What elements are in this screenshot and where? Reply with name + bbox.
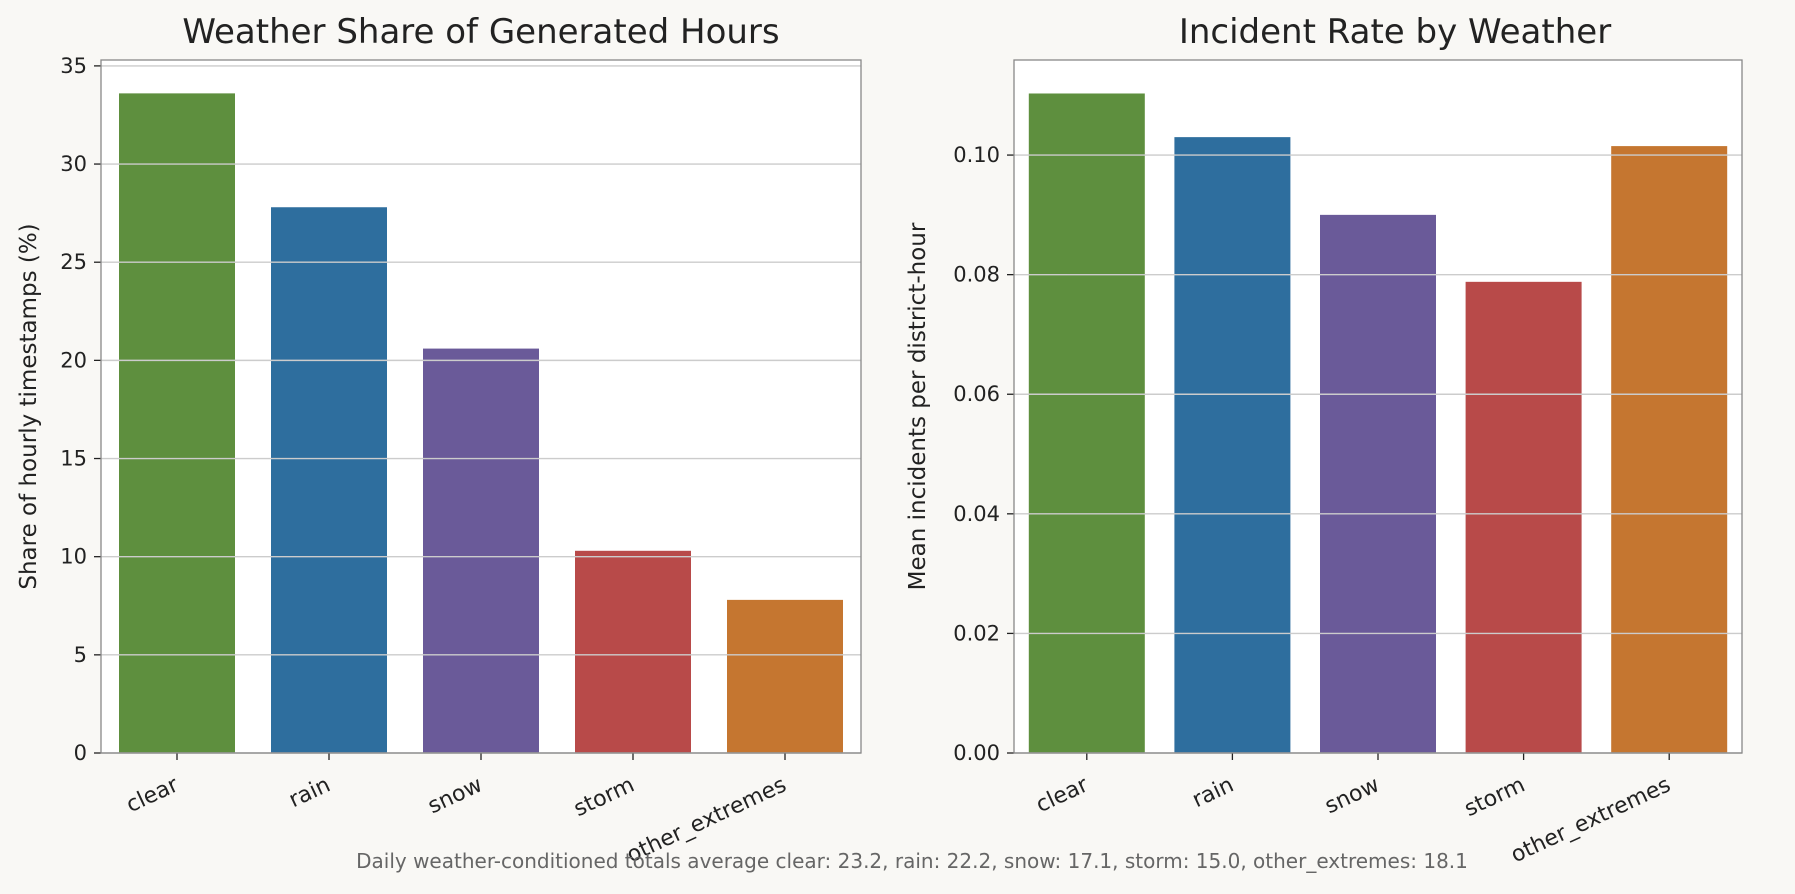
y-tick-label: 0.04	[953, 502, 1000, 526]
bar-clear	[119, 93, 235, 753]
bar-storm	[575, 550, 691, 753]
y-tick-label: 0.02	[953, 621, 1000, 645]
y-tick-label: 0.08	[953, 263, 1000, 287]
y-tick-label: 0.06	[953, 382, 1000, 406]
y-tick-label: 10	[60, 545, 87, 569]
chart-title: Incident Rate by Weather	[1179, 12, 1611, 52]
plot-frame	[1013, 59, 1743, 754]
y-axis-label: Mean incidents per district-hour	[905, 222, 931, 590]
bar-rain	[271, 207, 387, 753]
bar-storm	[1465, 281, 1582, 753]
y-tick-label: 15	[60, 447, 87, 471]
y-tick-label: 5	[74, 643, 87, 667]
y-tick-label: 0	[74, 741, 87, 765]
y-tick-label: 0.10	[953, 143, 1000, 167]
bar-rain	[1174, 137, 1291, 753]
footnote: Daily weather-conditioned totals average…	[356, 849, 1468, 873]
bar-other_extremes	[727, 599, 843, 753]
plot-frame	[100, 59, 862, 754]
y-tick-label: 35	[60, 54, 87, 78]
y-axis-label: Share of hourly timestamps (%)	[16, 223, 42, 589]
bar-snow	[1320, 214, 1436, 754]
bar-snow	[423, 348, 539, 753]
bar-clear	[1028, 93, 1145, 754]
bar-other_extremes	[1611, 146, 1728, 753]
y-tick-label: 30	[60, 152, 87, 176]
y-tick-label: 25	[60, 250, 87, 274]
y-tick-label: 0.00	[953, 741, 1000, 765]
chart-title: Weather Share of Generated Hours	[182, 12, 779, 52]
y-tick-label: 20	[60, 348, 87, 372]
